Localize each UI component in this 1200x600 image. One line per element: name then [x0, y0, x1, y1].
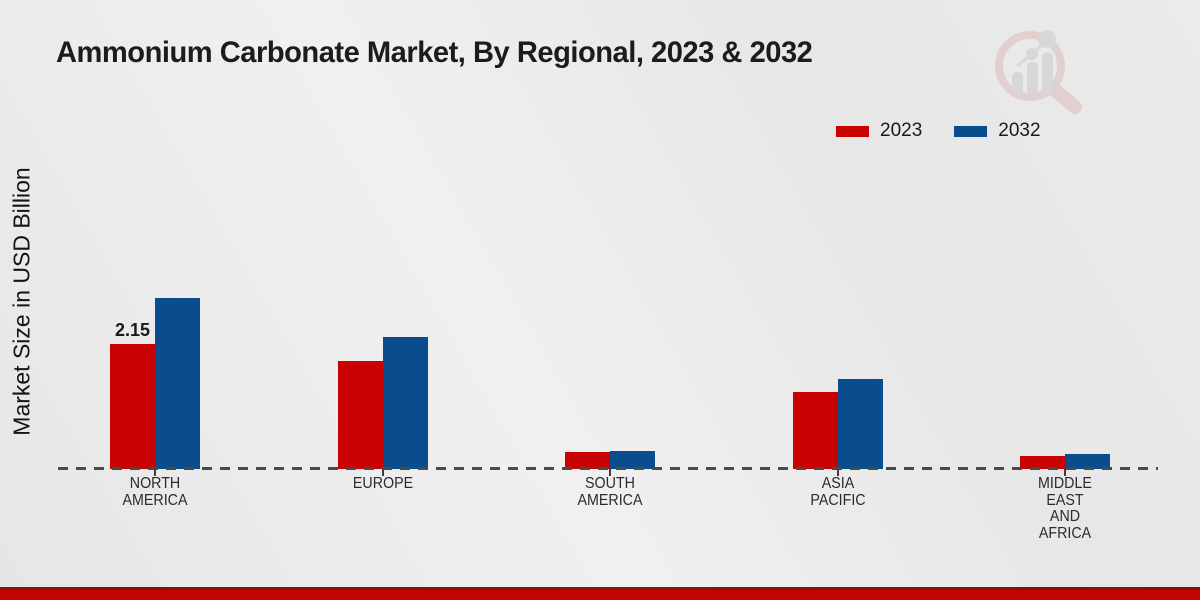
category-label-north-america: NORTH AMERICA: [122, 475, 188, 509]
legend-swatch-icon: [954, 125, 988, 137]
legend-swatch-icon: [836, 125, 869, 137]
category-label-middle-east-and-africa: MIDDLE EAST AND AFRICA: [1038, 475, 1092, 542]
bar-value-label: 2.15: [114, 320, 151, 340]
category-label-europe: EUROPE: [352, 475, 413, 492]
bar-2032-south-america: [610, 450, 655, 469]
bar-2023-south-america: [565, 452, 610, 469]
legend-item-2023: 2023: [836, 120, 922, 142]
legend-item-2032: 2032: [954, 120, 1041, 142]
bar-2023-asia-pacific: [792, 391, 838, 469]
bar-2032-europe: [382, 337, 428, 469]
chart-title: Ammonium Carbonate Market, By Regional, …: [56, 36, 813, 69]
x-axis-baseline: [58, 467, 1158, 470]
footer-accent-bar: [0, 587, 1200, 600]
x-axis-tick: [609, 469, 611, 476]
bar-2023-europe: [337, 361, 383, 469]
legend-label: 2023: [880, 120, 923, 141]
bar-2032-asia-pacific: [837, 378, 883, 469]
bar-2032-middle-east-and-africa: [1065, 453, 1110, 469]
legend-label: 2032: [998, 120, 1041, 141]
x-axis-tick: [836, 469, 839, 476]
legend: 2023 2032: [836, 120, 1041, 142]
category-label-south-america: SOUTH AMERICA: [577, 475, 643, 509]
x-axis-tick: [154, 469, 156, 476]
x-axis-tick: [381, 469, 384, 476]
x-axis-tick: [1064, 469, 1066, 476]
bar-2023-middle-east-and-africa: [1020, 455, 1065, 469]
market-research-future-logo-icon: [995, 30, 1082, 114]
category-label-asia-pacific: ASIA PACIFIC: [809, 475, 866, 509]
bar-2023-north-america: [110, 344, 155, 469]
bar-2032-north-america: [155, 297, 200, 469]
